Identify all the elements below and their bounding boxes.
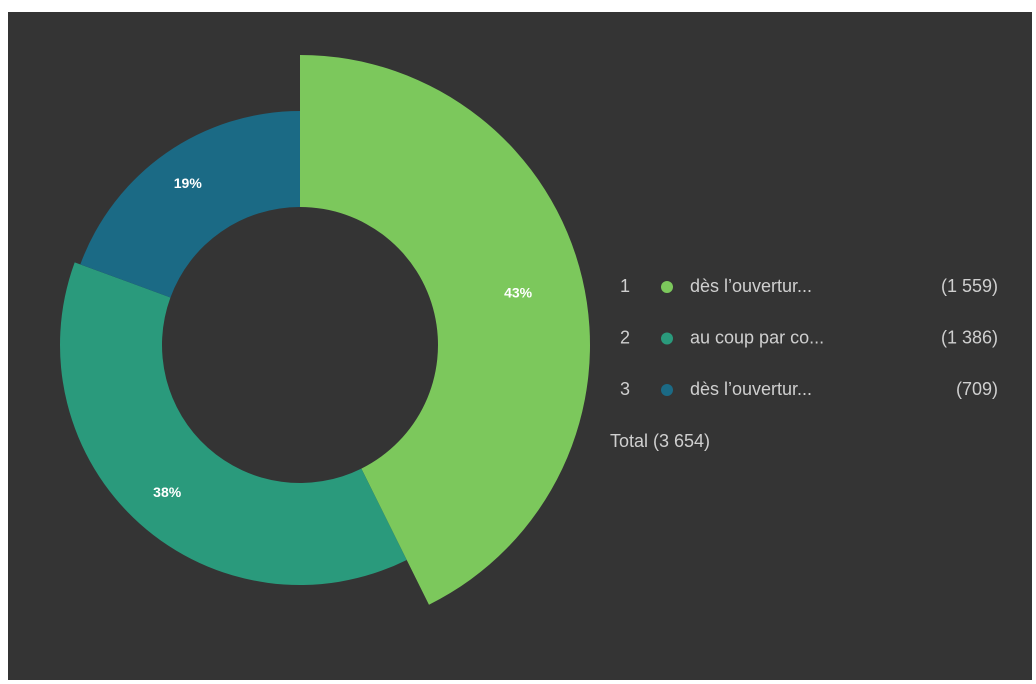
donut-segment <box>300 55 591 605</box>
percentage-label: 43% <box>504 285 533 301</box>
legend-rank: 3 <box>620 379 630 399</box>
legend-value: (709) <box>956 379 998 399</box>
donut-segment <box>59 262 407 586</box>
legend-value: (1 559) <box>941 276 998 296</box>
legend-label: dès l’ouvertur... <box>690 379 812 399</box>
legend-dot <box>661 281 673 293</box>
donut-segment <box>80 111 300 298</box>
percentage-label: 19% <box>174 175 203 191</box>
legend-value: (1 386) <box>941 327 998 347</box>
legend-rank: 2 <box>620 327 630 347</box>
legend-label: dès l’ouvertur... <box>690 276 812 296</box>
legend-total: Total (3 654) <box>610 431 710 451</box>
legend-dot <box>661 332 673 345</box>
legend-rank: 1 <box>620 276 630 296</box>
legend-dot <box>661 384 673 396</box>
legend-label: au coup par co... <box>690 327 824 347</box>
percentage-label: 38% <box>153 484 182 500</box>
